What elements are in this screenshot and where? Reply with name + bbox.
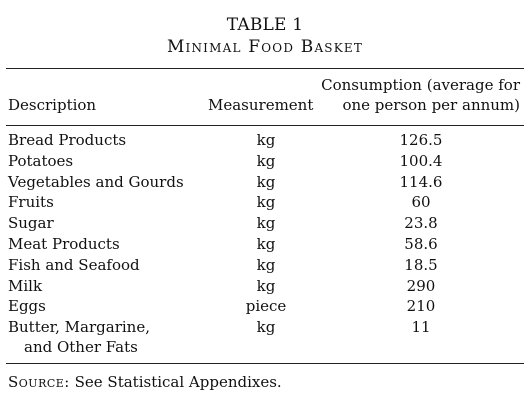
row-description: Fish and Seafood (8, 255, 140, 274)
row-consumption: 290 (406, 276, 436, 295)
table-row: Fish and Seafood kg 18.5 (6, 255, 524, 276)
row-consumption: 18.5 (404, 255, 438, 274)
row-measurement: kg (256, 214, 276, 233)
row-description: Butter, Margarine, and Other Fats (8, 317, 150, 357)
table-row: Eggs piece 210 (6, 296, 524, 317)
table-row: Potatoes kg 100.4 (6, 151, 524, 172)
source-text: See Statistical Appendixes. (69, 373, 282, 392)
row-description: Milk (8, 276, 43, 295)
row-description: Vegetables and Gourds (8, 172, 184, 191)
row-measurement: kg (256, 255, 276, 274)
header-consumption-line2: one person per annum) (342, 96, 520, 114)
row-measurement: kg (256, 131, 276, 149)
row-consumption: 23.8 (404, 214, 438, 233)
table-title: Minimal Food Basket (166, 37, 364, 57)
row-consumption: 114.6 (399, 172, 443, 191)
row-measurement: kg (256, 172, 276, 191)
table-row: Bread Products kg 126.5 (6, 130, 524, 151)
row-description: Bread Products (8, 131, 127, 149)
row-measurement: kg (256, 234, 276, 253)
source-label: Source: (8, 373, 70, 392)
row-measurement: kg (256, 193, 276, 212)
row-description: Meat Products (8, 234, 120, 253)
bottom-rule (6, 363, 524, 365)
row-description: Potatoes (8, 151, 74, 170)
row-consumption: 58.6 (404, 234, 438, 253)
header-rule (6, 125, 524, 126)
row-consumption: 210 (406, 297, 436, 316)
row-consumption: 100.4 (399, 151, 443, 170)
table-row: Meat Products kg 58.6 (6, 234, 524, 255)
row-consumption: 60 (411, 193, 431, 212)
row-description: Sugar (8, 214, 54, 233)
source-note: Source: See Statistical Appendixes. (6, 364, 524, 391)
row-description: Fruits (8, 193, 54, 212)
row-consumption: 126.5 (399, 131, 443, 149)
row-measurement: piece (245, 297, 287, 316)
row-measurement: kg (256, 276, 276, 295)
table-row: Butter, Margarine, and Other Fats kg 11 (6, 317, 524, 357)
table-row: Milk kg 290 (6, 276, 524, 297)
row-description: Eggs (8, 297, 46, 316)
row-description-line2: and Other Fats (24, 338, 138, 357)
table-row: Vegetables and Gourds kg 114.6 (6, 172, 524, 193)
table-number: TABLE 1 (226, 15, 304, 35)
header-consumption: Consumption (average for one person per … (321, 75, 520, 115)
header-consumption-line1: Consumption (average for (321, 76, 520, 94)
table-title-block: TABLE 1 Minimal Food Basket (6, 0, 524, 58)
top-rule (6, 68, 524, 69)
row-measurement: kg (256, 151, 276, 170)
header-measurement: Measurement (208, 96, 314, 114)
row-consumption: 11 (411, 318, 431, 337)
table-row: Fruits kg 60 (6, 192, 524, 213)
table-header: Description Measurement Consumption (ave… (6, 69, 524, 125)
table-body: Bread Products kg 126.5 Potatoes kg 100.… (6, 126, 524, 357)
header-description: Description (8, 96, 97, 114)
row-description-line1: Butter, Margarine, (8, 318, 150, 337)
row-measurement: kg (256, 318, 276, 337)
table-row: Sugar kg 23.8 (6, 213, 524, 234)
